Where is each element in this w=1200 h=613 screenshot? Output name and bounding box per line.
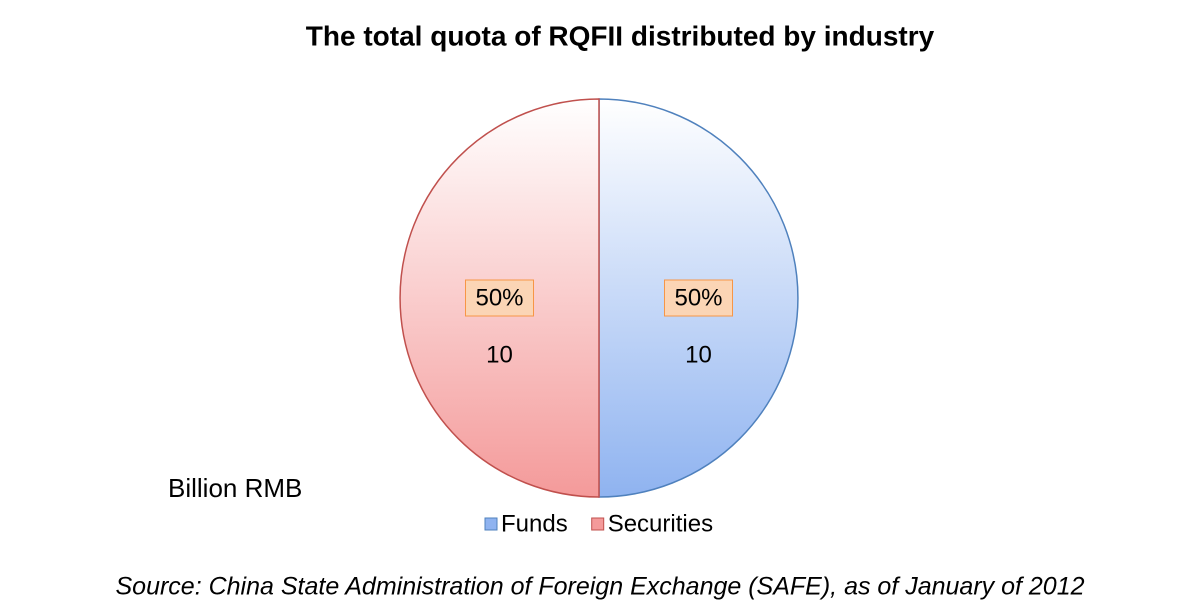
source-note: Source: China State Administration of Fo… [115, 573, 1084, 601]
legend-label: Securities [608, 510, 713, 537]
legend-swatch [591, 517, 605, 531]
legend-swatch [484, 517, 498, 531]
label-box [465, 279, 534, 317]
legend-label: Funds [501, 510, 568, 537]
chart-title: The total quota of RQFII distributed by … [306, 20, 935, 51]
label-box [664, 279, 733, 317]
value-label: 10 [685, 341, 712, 368]
unit-label: Billion RMB [168, 473, 302, 503]
percent-label: 50% [674, 284, 722, 311]
percent-label: 50% [475, 284, 523, 311]
value-label: 10 [486, 341, 513, 368]
